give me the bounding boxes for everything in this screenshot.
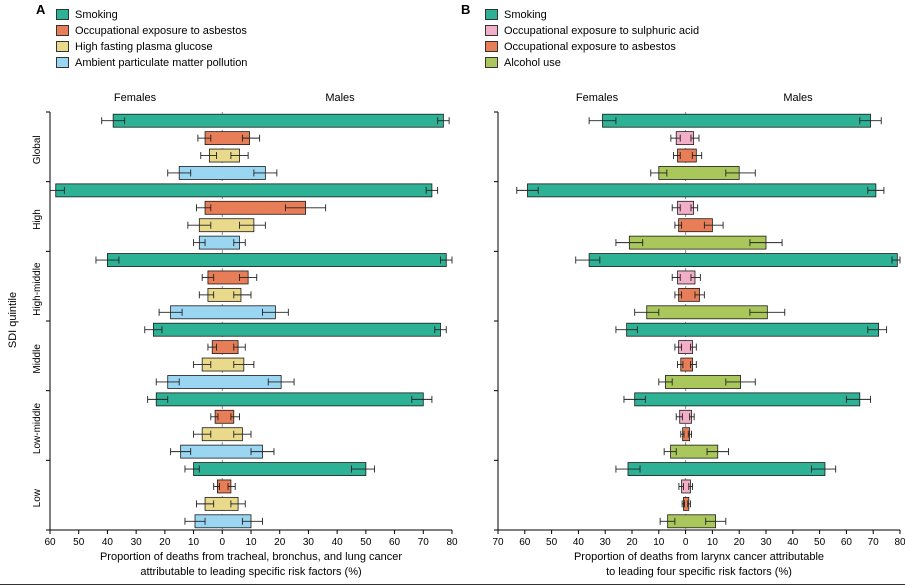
legend-label-sulphuric-acid: Occupational exposure to sulphuric acid bbox=[504, 24, 700, 37]
x-tick-label: 20 bbox=[626, 537, 638, 548]
bar-smoking-high bbox=[55, 183, 433, 198]
bar-smoking-low-middle bbox=[634, 392, 861, 407]
group-label-low-middle: Low-middle bbox=[32, 402, 43, 454]
group-label-high-middle: High-middle bbox=[32, 262, 43, 316]
x-tick-label: 50 bbox=[546, 537, 558, 548]
legend-swatch-asbestos-b-icon bbox=[485, 41, 498, 52]
x-tick-label: 70 bbox=[418, 537, 430, 548]
males-label-panel-b: Males bbox=[783, 92, 813, 104]
x-tick-label: 40 bbox=[787, 537, 799, 548]
x-tick-label: 30 bbox=[131, 537, 143, 548]
legend-swatch-pollution-icon bbox=[56, 57, 69, 68]
group-label-low: Low bbox=[32, 488, 43, 507]
bar-ambient-particulate-matter-pollution-middle bbox=[167, 375, 282, 389]
x-tick-label: 60 bbox=[841, 537, 853, 548]
x-tick-label: 40 bbox=[102, 537, 114, 548]
x-tick-label: 40 bbox=[332, 537, 344, 548]
group-label-middle: Middle bbox=[32, 344, 43, 374]
panel-a-label: A bbox=[36, 2, 46, 17]
x-tick-label: 10 bbox=[188, 537, 200, 548]
x-tick-label: 70 bbox=[492, 537, 504, 548]
panel-b: 70 60 50 40 30 20 10 0 10 20 30 40 50 60 70 80 bbox=[492, 111, 905, 548]
legend-item-asbestos: Occupational exposure to asbestos bbox=[56, 24, 247, 37]
legend-panel-a: Smoking Occupational exposure to asbesto… bbox=[56, 8, 247, 69]
bar-ambient-particulate-matter-pollution-high-middle bbox=[170, 305, 276, 320]
sdi-quintile-axis-label: SDI quintile bbox=[7, 291, 19, 349]
x-tick-label: 30 bbox=[600, 537, 612, 548]
bar-smoking-global bbox=[602, 113, 871, 128]
x-tick-label: 30 bbox=[760, 537, 772, 548]
x-tick-label: 60 bbox=[44, 537, 56, 548]
x-tick-label: 70 bbox=[868, 537, 880, 548]
legend-label-smoking-b: Smoking bbox=[504, 8, 547, 21]
legend-swatch-asbestos-icon bbox=[56, 25, 69, 36]
x-axis-title-line-1: Proportion of deaths from larynx cancer … bbox=[573, 551, 825, 563]
x-tick-label: 80 bbox=[446, 537, 458, 548]
bar-ambient-particulate-matter-pollution-global bbox=[178, 166, 266, 180]
x-tick-label: 10 bbox=[653, 537, 665, 548]
bar-smoking-high bbox=[527, 183, 877, 198]
x-tick-label: 20 bbox=[159, 537, 171, 548]
bar-alcohol-use-high-middle bbox=[646, 305, 768, 320]
bar-smoking-high-middle bbox=[107, 253, 447, 267]
legend-swatch-alcohol-icon bbox=[485, 57, 498, 68]
bar-smoking-middle bbox=[626, 322, 879, 337]
x-tick-label: 60 bbox=[389, 537, 401, 548]
legend-item-sulphuric-acid: Occupational exposure to sulphuric acid bbox=[485, 24, 699, 37]
females-label-panel-a: Females bbox=[113, 92, 157, 104]
bar-smoking-global bbox=[112, 113, 444, 128]
x-tick-label: 40 bbox=[573, 537, 585, 548]
x-tick-label: 0 bbox=[220, 537, 226, 548]
group-label-high: High bbox=[32, 209, 43, 230]
legend-label-alcohol: Alcohol use bbox=[504, 56, 561, 69]
x-tick-label: 20 bbox=[734, 537, 746, 548]
legend-swatch-glucose-icon bbox=[56, 41, 69, 52]
legend-label-asbestos: Occupational exposure to asbestos bbox=[75, 24, 247, 37]
x-axis-title-panel-b: Proportion of deaths from larynx cancer … bbox=[498, 550, 900, 580]
bar-smoking-low bbox=[193, 462, 367, 476]
legend-label-asbestos-b: Occupational exposure to asbestos bbox=[504, 40, 676, 53]
x-axis-title-panel-a: Proportion of deaths from tracheal, bron… bbox=[50, 550, 452, 580]
x-tick-label: 50 bbox=[360, 537, 372, 548]
x-axis-title-line-2: to leading four specific risk factors (%… bbox=[606, 566, 792, 578]
bar-smoking-low-middle bbox=[155, 392, 424, 407]
x-tick-label: 0 bbox=[683, 537, 689, 548]
x-tick-label: 10 bbox=[707, 537, 719, 548]
bar-smoking-middle bbox=[152, 322, 441, 337]
x-tick-label: 30 bbox=[303, 537, 315, 548]
legend-item-smoking-b: Smoking bbox=[485, 8, 699, 21]
bar-smoking-high-middle bbox=[588, 253, 898, 267]
x-tick-label: 60 bbox=[519, 537, 531, 548]
bar-smoking-low bbox=[627, 462, 826, 476]
legend-swatch-smoking-b-icon bbox=[485, 9, 498, 20]
bar-alcohol-use-high bbox=[628, 235, 767, 250]
legend-item-asbestos-b: Occupational exposure to asbestos bbox=[485, 40, 699, 53]
bar-ambient-particulate-matter-pollution-low-middle bbox=[180, 444, 263, 459]
legend-label-glucose: High fasting plasma glucose bbox=[75, 40, 213, 53]
legend-item-alcohol: Alcohol use bbox=[485, 56, 699, 69]
legend-swatch-smoking-icon bbox=[56, 9, 69, 20]
legend-item-smoking: Smoking bbox=[56, 8, 247, 21]
x-axis-title-line-2: attributable to leading specific risk fa… bbox=[140, 566, 362, 578]
panel-a: 60 50 40 30 20 10 0 10 20 30 40 50 60 70 80 Global High H… bbox=[32, 111, 458, 548]
females-label-panel-b: Females bbox=[575, 92, 619, 104]
legend-item-glucose: High fasting plasma glucose bbox=[56, 40, 247, 53]
legend-panel-b: Smoking Occupational exposure to sulphur… bbox=[485, 8, 699, 69]
bottom-rule bbox=[0, 584, 905, 585]
x-tick-label: 10 bbox=[245, 537, 257, 548]
group-label-global: Global bbox=[32, 135, 43, 164]
x-tick-label: 80 bbox=[894, 537, 905, 548]
x-axis-title-line-1: Proportion of deaths from tracheal, bron… bbox=[99, 551, 403, 563]
legend-label-pollution: Ambient particulate matter pollution bbox=[75, 56, 248, 69]
legend-swatch-sulphuric-acid-icon bbox=[485, 25, 498, 36]
panel-b-label: B bbox=[461, 2, 471, 17]
x-tick-label: 50 bbox=[73, 537, 85, 548]
x-tick-label: 20 bbox=[274, 537, 286, 548]
x-tick-label: 50 bbox=[814, 537, 826, 548]
males-label-panel-a: Males bbox=[325, 92, 355, 104]
legend-item-pollution: Ambient particulate matter pollution bbox=[56, 56, 247, 69]
legend-label-smoking: Smoking bbox=[75, 8, 118, 21]
